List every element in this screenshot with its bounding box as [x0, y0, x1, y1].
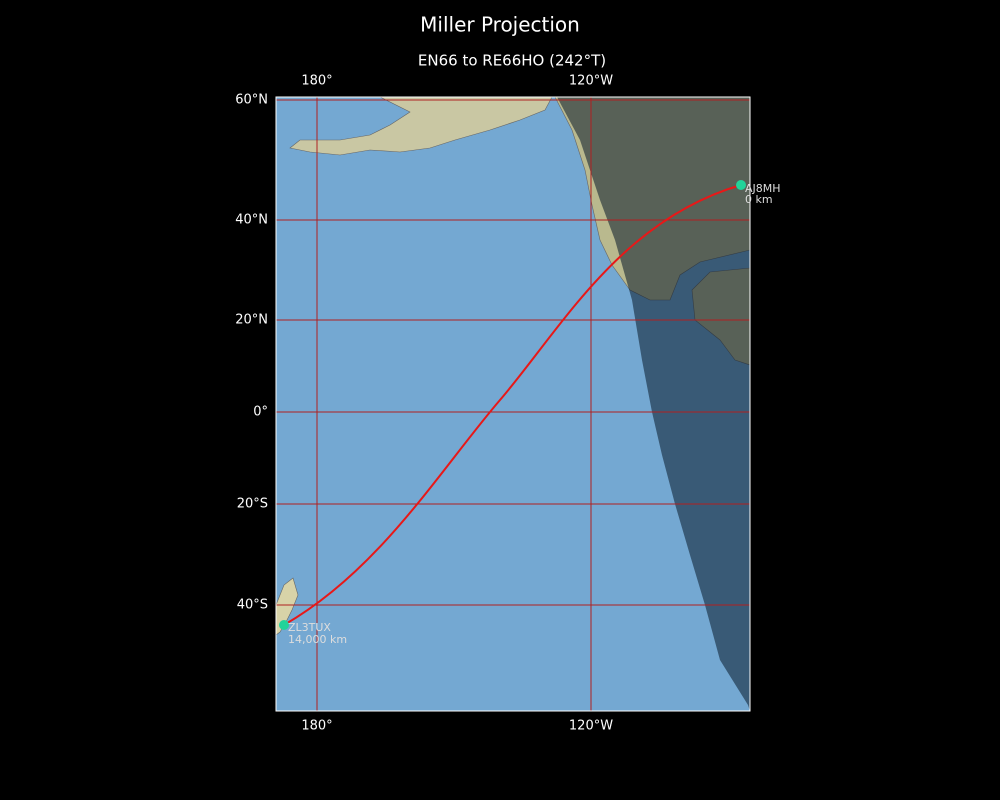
lat-label: 40°N — [235, 213, 268, 228]
lat-label: 20°N — [235, 313, 268, 328]
lat-label: 20°S — [237, 497, 268, 512]
lat-label: 40°S — [237, 598, 268, 613]
lon-label: 120°W — [569, 74, 613, 89]
station-distance: 14,000 km — [288, 633, 347, 646]
title: Miller Projection — [420, 13, 580, 37]
subtitle: EN66 to RE66HO (242°T) — [418, 52, 606, 70]
map-frame — [275, 96, 751, 712]
lon-label: 180° — [301, 719, 332, 734]
alaska — [289, 97, 553, 156]
lat-label: 0° — [253, 405, 268, 420]
night-shade — [557, 97, 750, 711]
lat-label: 60°N — [235, 93, 268, 108]
station-marker — [736, 180, 746, 190]
station-marker — [279, 620, 289, 630]
station-call: AJ8MH — [745, 182, 781, 195]
map-area — [276, 97, 750, 711]
station-call: ZL3TUX — [288, 621, 331, 634]
great-circle-path — [283, 184, 742, 626]
station-distance: 0 km — [745, 193, 773, 206]
lon-label: 120°W — [569, 719, 613, 734]
lon-label: 180° — [301, 74, 332, 89]
